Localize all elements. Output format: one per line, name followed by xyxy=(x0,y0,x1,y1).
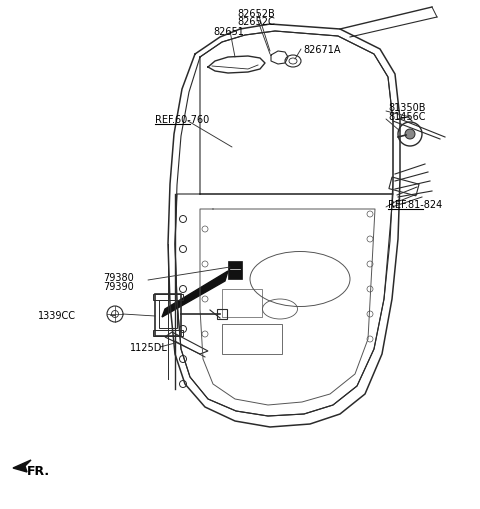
Text: 82652B: 82652B xyxy=(237,9,275,19)
Text: 1125DL: 1125DL xyxy=(130,343,168,352)
Text: REF.60-760: REF.60-760 xyxy=(155,115,209,125)
Bar xyxy=(153,294,183,300)
Bar xyxy=(228,262,242,279)
Text: 1339CC: 1339CC xyxy=(38,310,76,320)
Text: REF.81-824: REF.81-824 xyxy=(388,200,442,210)
Bar xyxy=(222,324,282,354)
Bar xyxy=(217,309,227,319)
Text: 82651: 82651 xyxy=(213,27,244,37)
Circle shape xyxy=(405,130,415,140)
Polygon shape xyxy=(162,271,228,318)
Text: 79380: 79380 xyxy=(103,272,134,282)
Bar xyxy=(222,290,262,318)
Text: FR.: FR. xyxy=(27,465,50,477)
Bar xyxy=(389,178,419,196)
Text: 81350B: 81350B xyxy=(388,103,425,113)
Text: 81456C: 81456C xyxy=(388,112,425,122)
Bar xyxy=(155,294,181,336)
Text: 82671A: 82671A xyxy=(303,45,340,55)
Bar xyxy=(153,330,183,336)
Bar xyxy=(159,300,177,328)
Text: 79390: 79390 xyxy=(103,281,134,292)
Polygon shape xyxy=(13,460,31,472)
Text: 82652C: 82652C xyxy=(237,17,275,27)
